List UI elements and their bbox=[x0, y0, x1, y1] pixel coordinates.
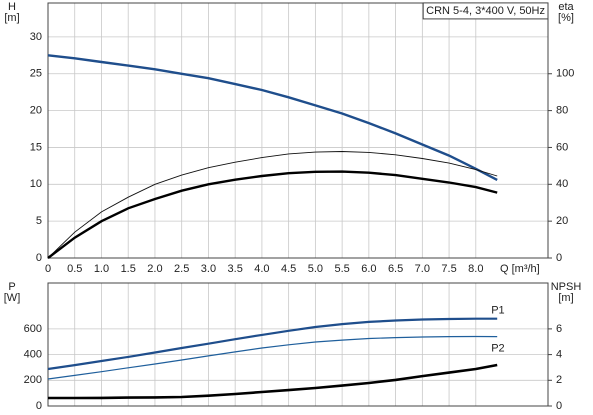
y2-tick-label: 2 bbox=[556, 374, 562, 386]
y2-tick-label: 100 bbox=[556, 68, 574, 80]
y2-axis-unit: [%] bbox=[558, 12, 574, 24]
y-tick-label: 400 bbox=[24, 348, 42, 360]
x-tick-label: 0.5 bbox=[67, 263, 82, 275]
x-tick-label: 0 bbox=[45, 263, 51, 275]
y-tick-label: 15 bbox=[30, 141, 42, 153]
y-tick-label: 600 bbox=[24, 323, 42, 335]
x-tick-label: 3.5 bbox=[228, 263, 243, 275]
x-tick-label: 8.0 bbox=[468, 263, 483, 275]
y2-tick-label: 4 bbox=[556, 348, 562, 360]
y-tick-label: 5 bbox=[36, 215, 42, 227]
x-axis-title: Q [m³/h] bbox=[500, 263, 540, 275]
x-tick-label: 6.5 bbox=[388, 263, 403, 275]
curve-label: P2 bbox=[491, 343, 504, 355]
y2-axis-unit: [m] bbox=[558, 292, 573, 304]
y2-tick-label: 80 bbox=[556, 105, 568, 117]
y2-tick-label: 60 bbox=[556, 141, 568, 153]
x-tick-label: 2.0 bbox=[147, 263, 162, 275]
y2-tick-label: 0 bbox=[556, 400, 562, 412]
annotation: CRN 5-4, 3*400 V, 50Hz bbox=[426, 5, 545, 17]
curve bbox=[47, 335, 498, 380]
x-tick-label: 5.5 bbox=[334, 263, 349, 275]
x-tick-label: 6.0 bbox=[361, 263, 376, 275]
y2-tick-label: 0 bbox=[556, 252, 562, 264]
curve bbox=[48, 363, 498, 400]
x-tick-label: 2.5 bbox=[174, 263, 189, 275]
y2-axis-title: eta bbox=[558, 1, 574, 13]
y2-tick-label: 40 bbox=[556, 178, 568, 190]
annotation-box bbox=[422, 2, 549, 20]
y-tick-label: 25 bbox=[30, 68, 42, 80]
y-tick-label: 0 bbox=[36, 252, 42, 264]
x-tick-label: 5.0 bbox=[308, 263, 323, 275]
y-axis-title: H bbox=[8, 1, 16, 13]
y-axis-unit: [m] bbox=[4, 12, 19, 24]
y-axis-title: P bbox=[8, 281, 15, 293]
curve bbox=[47, 151, 498, 259]
y-tick-label: 20 bbox=[30, 105, 42, 117]
y-tick-label: 30 bbox=[30, 31, 42, 43]
x-tick-label: 7.0 bbox=[415, 263, 430, 275]
x-tick-label: 1.5 bbox=[121, 263, 136, 275]
plot-frame bbox=[47, 282, 549, 407]
curve bbox=[47, 170, 498, 259]
x-tick-label: 4.0 bbox=[254, 263, 269, 275]
curve bbox=[47, 317, 498, 371]
y-tick-label: 0 bbox=[36, 400, 42, 412]
x-tick-label: 3.0 bbox=[201, 263, 216, 275]
plot-frame bbox=[47, 2, 549, 259]
y-tick-label: 200 bbox=[24, 374, 42, 386]
curve-label: P1 bbox=[491, 305, 504, 317]
y2-tick-label: 6 bbox=[556, 323, 562, 335]
y-axis-unit: [W] bbox=[4, 292, 21, 304]
y-tick-label: 10 bbox=[30, 178, 42, 190]
x-tick-label: 1.0 bbox=[94, 263, 109, 275]
y2-tick-label: 20 bbox=[556, 215, 568, 227]
y2-axis-title: NPSH bbox=[551, 281, 582, 293]
x-tick-label: 7.5 bbox=[441, 263, 456, 275]
curve bbox=[47, 54, 498, 181]
x-tick-label: 4.5 bbox=[281, 263, 296, 275]
